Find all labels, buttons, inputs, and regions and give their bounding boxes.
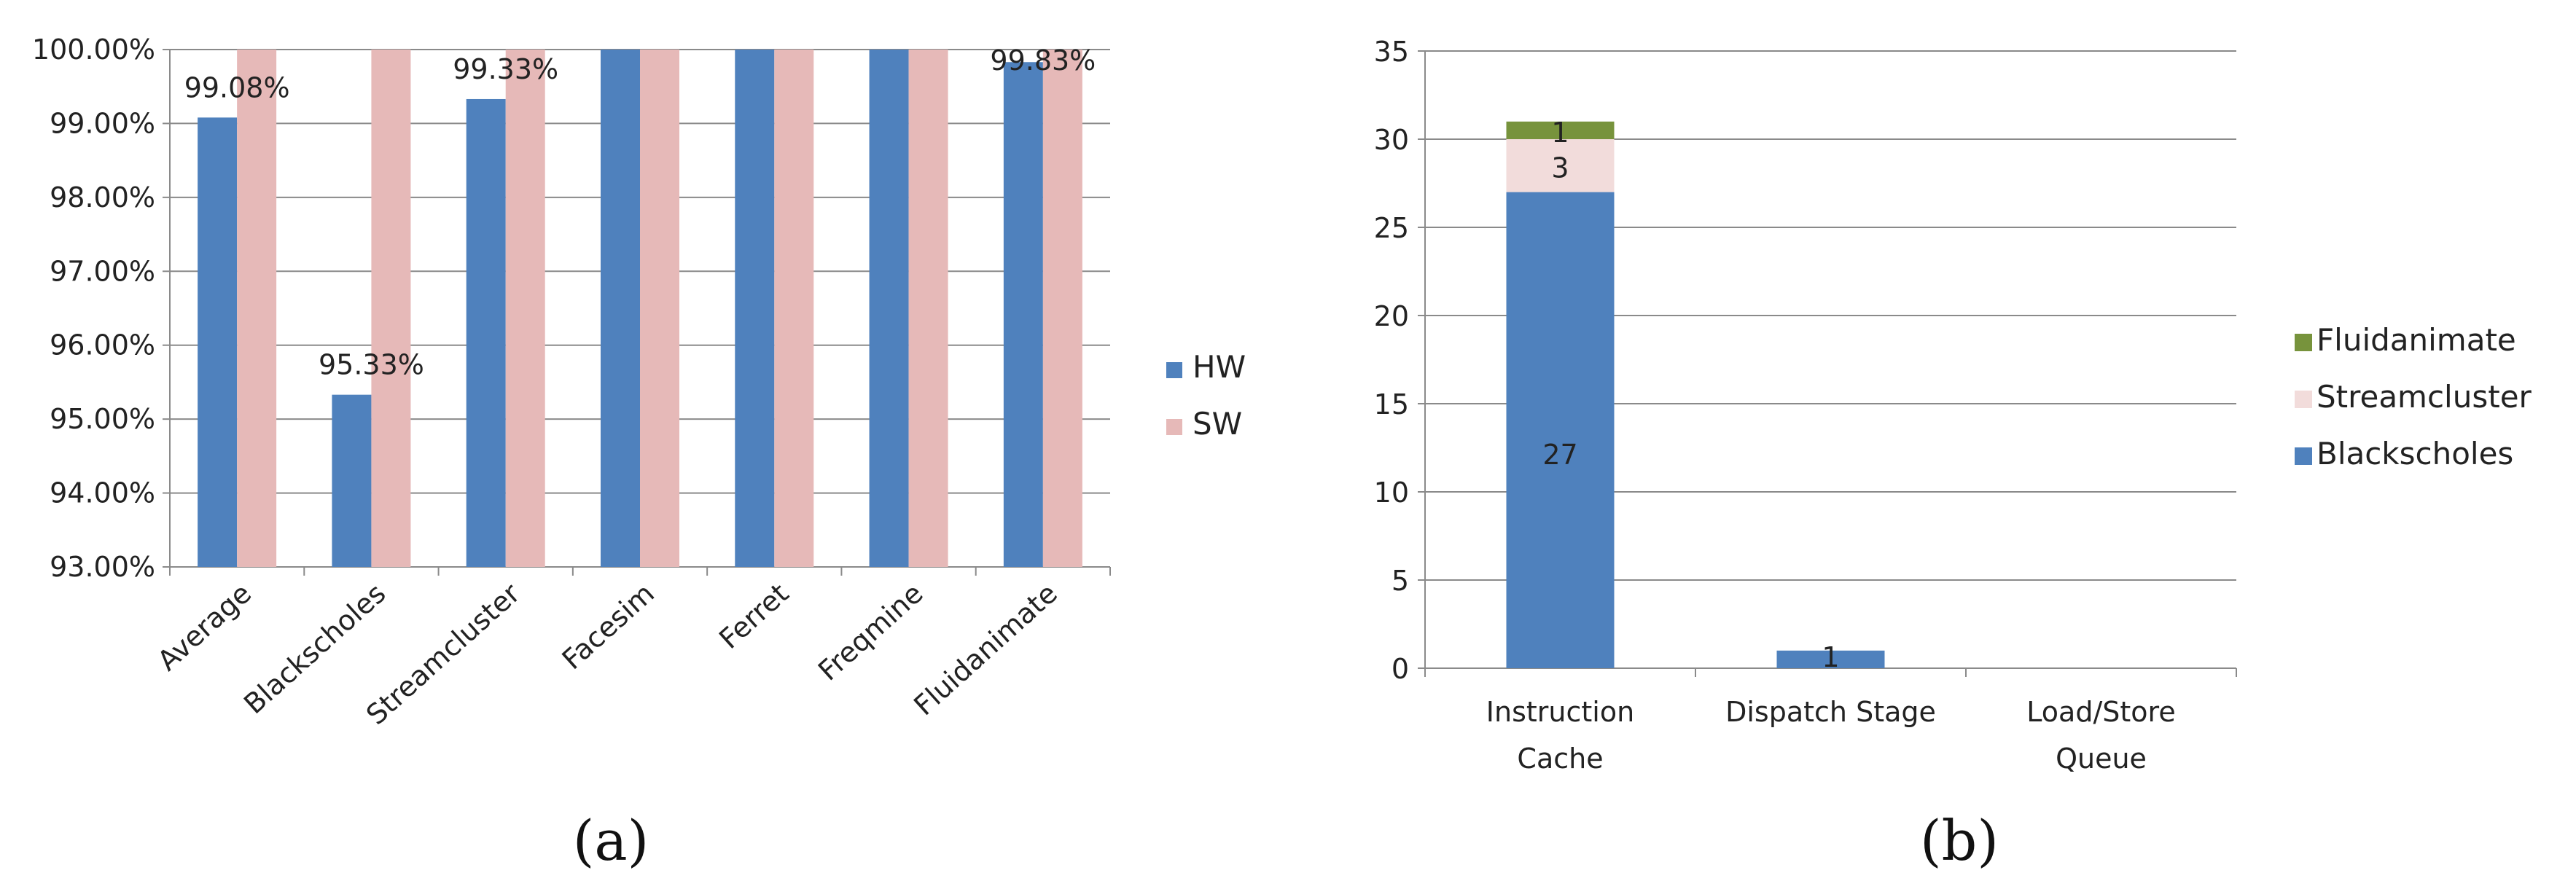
bar-sw-facesim: [640, 50, 679, 567]
data-label-a: 99.33%: [453, 53, 558, 85]
legend-label-streamcluster: Streamcluster: [2317, 379, 2532, 415]
x-tick-label-a: Freqmine: [812, 577, 929, 687]
y-tick-label-b: 35: [1374, 36, 1409, 68]
chart-a: 93.00% 94.00% 95.00% 96.00% 97.00% 98.00% 99.0…: [32, 34, 1246, 873]
bar-sw-ferret: [774, 50, 814, 567]
x-tick-label-a: Average: [152, 577, 257, 677]
bar-hw-facesim: [601, 50, 640, 567]
y-tick-label-a: 97.00%: [50, 255, 155, 287]
legend-swatch-blackscholes: [2295, 447, 2312, 465]
y-tick-label-a: 95.00%: [50, 403, 155, 435]
chart-b: 051015202530352731InstructionCache1Dispa…: [1374, 36, 2532, 873]
legend-label-blackscholes: Blackscholes: [2317, 436, 2513, 471]
legend-swatch-sw: [1166, 419, 1182, 435]
bar-hw-average: [198, 117, 238, 568]
legend-swatch-streamcluster: [2295, 391, 2312, 408]
y-tick-label-a: 96.00%: [50, 329, 155, 361]
data-label-b: 1: [1551, 117, 1569, 149]
data-label-a: 99.08%: [184, 71, 290, 103]
data-label-b: 3: [1551, 152, 1569, 184]
bar-sw-freqmine: [908, 50, 948, 567]
bar-hw-ferret: [735, 50, 775, 567]
data-label-a: 99.83%: [990, 44, 1096, 77]
y-tick-label-b: 10: [1374, 477, 1409, 509]
data-label-a: 95.33%: [319, 349, 424, 381]
legend-label-fluidanimate: Fluidanimate: [2317, 322, 2516, 358]
bar-blackscholes-0: [1506, 192, 1615, 669]
bar-hw-freqmine: [869, 50, 909, 567]
x-tick-label-b: Dispatch Stage: [1725, 696, 1936, 728]
bar-sw-average: [237, 50, 277, 567]
x-tick-label-a: Ferret: [713, 577, 795, 655]
bar-sw-blackscholes: [371, 50, 411, 567]
bar-blackscholes-1: [1776, 650, 1885, 668]
y-tick-label-a: 98.00%: [50, 181, 155, 214]
y-tick-label-a: 93.00%: [50, 551, 155, 583]
bar-sw-streamcluster: [505, 50, 545, 567]
caption-a: (a): [573, 808, 649, 873]
bar-hw-blackscholes: [332, 394, 372, 567]
x-tick-label-b: Cache: [1517, 743, 1603, 775]
y-tick-label-b: 5: [1392, 565, 1409, 597]
y-tick-label-a: 99.00%: [50, 107, 155, 139]
y-tick-label-b: 30: [1374, 124, 1409, 156]
x-tick-label-b: Instruction: [1486, 696, 1634, 728]
bar-hw-fluidanimate: [1003, 62, 1043, 567]
bar-fluidanimate-0: [1506, 121, 1615, 139]
legend-swatch-hw: [1166, 362, 1182, 378]
x-tick-label-a: Facesim: [556, 577, 660, 675]
x-tick-label-a: Fluidanimate: [908, 577, 1063, 721]
legend-swatch-fluidanimate: [2295, 334, 2312, 351]
y-tick-label-b: 15: [1374, 388, 1409, 420]
data-label-b: 27: [1542, 439, 1577, 471]
legend-label-sw: SW: [1193, 406, 1242, 442]
y-tick-label-a: 94.00%: [50, 477, 155, 509]
y-tick-label-a: 100.00%: [32, 34, 155, 66]
y-tick-label-b: 0: [1392, 653, 1409, 685]
y-tick-label-b: 20: [1374, 300, 1409, 332]
caption-b: (b): [1920, 808, 1999, 873]
x-tick-label-b: Load/Store: [2026, 696, 2175, 728]
legend-label-hw: HW: [1193, 349, 1246, 385]
bar-streamcluster-0: [1506, 139, 1615, 192]
bar-hw-streamcluster: [466, 98, 506, 567]
x-tick-label-b: Queue: [2056, 743, 2147, 775]
bar-sw-fluidanimate: [1042, 50, 1082, 567]
data-label-b: 1: [1822, 641, 1839, 673]
y-tick-label-b: 25: [1374, 212, 1409, 244]
